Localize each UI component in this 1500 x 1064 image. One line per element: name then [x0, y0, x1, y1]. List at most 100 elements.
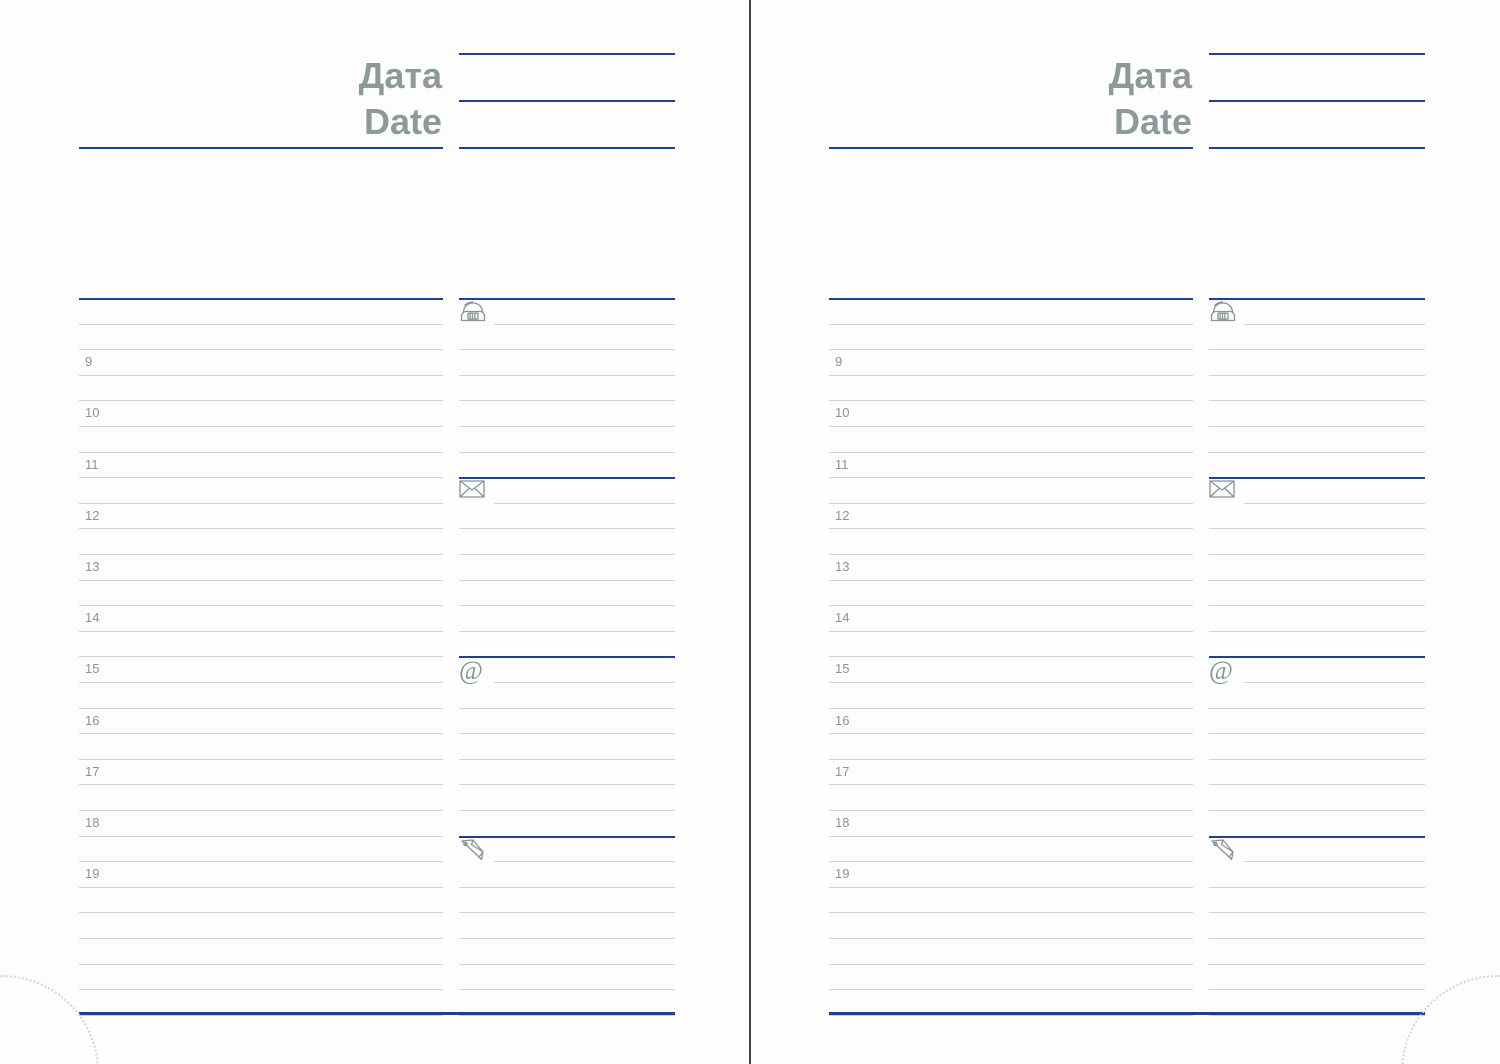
schedule-write-line[interactable]	[829, 554, 1193, 555]
schedule-write-line[interactable]	[79, 605, 443, 607]
schedule-write-line[interactable]	[79, 963, 443, 965]
side-write-line[interactable]	[1209, 758, 1425, 760]
side-write-line[interactable]	[1209, 630, 1425, 632]
schedule-write-line[interactable]	[79, 554, 443, 555]
side-write-line[interactable]	[459, 886, 675, 888]
schedule-write-line[interactable]	[79, 861, 443, 863]
schedule-write-line[interactable]	[829, 323, 1193, 325]
date-write-line-2[interactable]	[459, 100, 675, 102]
side-write-line[interactable]	[459, 426, 675, 427]
schedule-write-line[interactable]	[829, 528, 1193, 530]
side-write-line[interactable]	[1209, 579, 1425, 581]
side-write-line[interactable]	[1209, 886, 1425, 888]
schedule-write-line[interactable]	[829, 656, 1193, 658]
schedule-write-line[interactable]	[829, 579, 1193, 581]
schedule-write-line[interactable]	[79, 528, 443, 530]
side-write-line[interactable]	[494, 502, 675, 504]
schedule-write-line[interactable]	[79, 835, 443, 837]
side-write-line[interactable]	[1209, 451, 1425, 453]
date-write-line-1[interactable]	[459, 53, 675, 55]
schedule-write-line[interactable]	[79, 502, 443, 504]
schedule-write-line[interactable]	[79, 912, 443, 914]
side-write-line[interactable]	[1209, 733, 1425, 735]
side-write-line[interactable]	[1209, 374, 1425, 376]
side-write-line[interactable]	[459, 707, 675, 709]
side-write-line[interactable]	[1209, 554, 1425, 555]
schedule-write-line[interactable]	[79, 426, 443, 427]
side-write-line[interactable]	[459, 605, 675, 607]
schedule-write-line[interactable]	[829, 733, 1193, 735]
side-write-line[interactable]	[459, 810, 675, 811]
schedule-write-line[interactable]	[79, 989, 443, 991]
side-write-line[interactable]	[459, 374, 675, 376]
schedule-write-line[interactable]	[829, 938, 1193, 939]
date-write-line-1[interactable]	[1209, 53, 1425, 55]
side-write-line[interactable]	[494, 682, 675, 683]
schedule-write-line[interactable]	[79, 477, 443, 479]
schedule-write-line[interactable]	[79, 374, 443, 376]
schedule-write-line[interactable]	[829, 989, 1193, 991]
side-write-line[interactable]	[459, 912, 675, 914]
schedule-write-line[interactable]	[829, 426, 1193, 427]
side-write-line[interactable]	[1209, 349, 1425, 351]
schedule-write-line[interactable]	[79, 758, 443, 760]
schedule-write-line[interactable]	[79, 938, 443, 939]
side-write-line[interactable]	[459, 528, 675, 530]
schedule-write-line[interactable]	[79, 1014, 443, 1016]
schedule-write-line[interactable]	[829, 630, 1193, 632]
side-write-line[interactable]	[1209, 1014, 1425, 1016]
schedule-write-line[interactable]	[829, 374, 1193, 376]
side-write-line[interactable]	[459, 554, 675, 555]
side-write-line[interactable]	[459, 349, 675, 351]
schedule-write-line[interactable]	[829, 861, 1193, 863]
side-write-line[interactable]	[459, 733, 675, 735]
schedule-write-line[interactable]	[829, 605, 1193, 607]
date-write-line-2[interactable]	[1209, 100, 1425, 102]
side-write-line[interactable]	[459, 938, 675, 939]
schedule-write-line[interactable]	[79, 682, 443, 683]
side-write-line[interactable]	[1209, 963, 1425, 965]
schedule-write-line[interactable]	[829, 835, 1193, 837]
side-write-line[interactable]	[1209, 810, 1425, 811]
schedule-write-line[interactable]	[829, 349, 1193, 351]
side-write-line[interactable]	[494, 323, 675, 325]
side-write-line[interactable]	[459, 630, 675, 632]
side-write-line[interactable]	[1209, 605, 1425, 607]
schedule-write-line[interactable]	[79, 579, 443, 581]
side-write-line[interactable]	[459, 400, 675, 402]
side-write-line[interactable]	[1209, 528, 1425, 530]
schedule-write-line[interactable]	[829, 707, 1193, 709]
side-write-line[interactable]	[1209, 784, 1425, 786]
side-write-line[interactable]	[459, 989, 675, 991]
schedule-write-line[interactable]	[829, 886, 1193, 888]
schedule-write-line[interactable]	[79, 451, 443, 453]
schedule-write-line[interactable]	[829, 1014, 1193, 1016]
schedule-write-line[interactable]	[79, 733, 443, 735]
side-write-line[interactable]	[459, 758, 675, 760]
schedule-write-line[interactable]	[79, 400, 443, 402]
side-write-line[interactable]	[1209, 912, 1425, 914]
schedule-write-line[interactable]	[79, 630, 443, 632]
schedule-write-line[interactable]	[79, 656, 443, 658]
side-write-line[interactable]	[1209, 707, 1425, 709]
schedule-write-line[interactable]	[79, 810, 443, 811]
side-write-line[interactable]	[1244, 861, 1425, 863]
schedule-write-line[interactable]	[829, 912, 1193, 914]
side-write-line[interactable]	[459, 579, 675, 581]
side-write-line[interactable]	[1209, 938, 1425, 939]
schedule-write-line[interactable]	[79, 707, 443, 709]
schedule-write-line[interactable]	[79, 784, 443, 786]
side-write-line[interactable]	[494, 861, 675, 863]
side-write-line[interactable]	[1209, 426, 1425, 427]
side-write-line[interactable]	[1244, 323, 1425, 325]
side-write-line[interactable]	[459, 451, 675, 453]
side-write-line[interactable]	[459, 784, 675, 786]
side-write-line[interactable]	[459, 963, 675, 965]
schedule-write-line[interactable]	[829, 477, 1193, 479]
schedule-write-line[interactable]	[79, 886, 443, 888]
schedule-write-line[interactable]	[829, 784, 1193, 786]
schedule-write-line[interactable]	[829, 810, 1193, 811]
side-write-line[interactable]	[1244, 502, 1425, 504]
side-write-line[interactable]	[459, 1014, 675, 1016]
side-write-line[interactable]	[1244, 682, 1425, 683]
